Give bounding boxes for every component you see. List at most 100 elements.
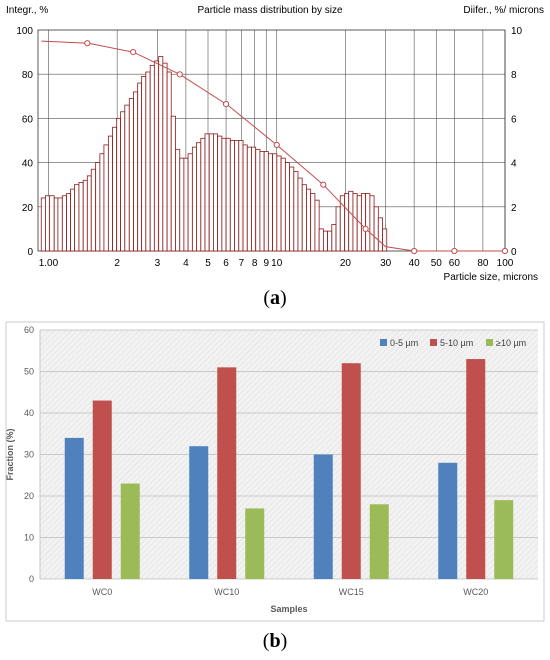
x-tick-label: 7 xyxy=(239,258,245,269)
y-tick-label: 10 xyxy=(24,533,34,543)
histogram-bar xyxy=(331,224,337,252)
histogram-bar xyxy=(187,153,193,252)
histogram-bar xyxy=(284,162,290,252)
histogram-bar xyxy=(225,137,231,252)
curve-marker xyxy=(451,247,458,255)
histogram-bar xyxy=(348,190,354,252)
y-left-axis-label: Integr., % xyxy=(6,5,48,16)
x-tick-label: 6 xyxy=(223,258,229,269)
histogram-bar xyxy=(103,144,109,252)
x-tick-label: 10 xyxy=(271,258,283,269)
y-tick-label: 30 xyxy=(24,450,34,460)
histogram-bar xyxy=(175,148,181,252)
curve-marker xyxy=(222,100,230,108)
histogram-bar xyxy=(166,71,172,252)
histogram-bar xyxy=(61,195,67,252)
bar-1 xyxy=(313,454,333,579)
bar-1 xyxy=(189,446,209,579)
curve-marker xyxy=(130,49,137,56)
y-tick-label: 0 xyxy=(29,574,34,584)
y-left-tick-label: 20 xyxy=(22,203,34,214)
curve-marker xyxy=(84,40,91,47)
histogram-bar xyxy=(128,98,134,252)
curve-marker xyxy=(501,247,509,255)
x-axis-label: Samples xyxy=(270,604,307,614)
histogram-bar xyxy=(221,137,227,252)
histogram-bar xyxy=(78,182,84,252)
y-right-axis-label: Diifer., %/ microns xyxy=(463,5,544,16)
legend-label: ≥10 µm xyxy=(496,338,526,348)
histogram-bar xyxy=(263,151,269,252)
y-left-tick-label: 100 xyxy=(16,26,33,37)
x-tick-label: WC15 xyxy=(339,587,364,597)
histogram-bar xyxy=(314,199,320,252)
histogram-bar xyxy=(318,228,324,252)
histogram-bar xyxy=(204,133,210,252)
y-left-tick-label: 60 xyxy=(22,114,34,125)
histogram-bar xyxy=(242,144,248,252)
x-tick-label: 40 xyxy=(409,258,421,269)
histogram-bar xyxy=(66,193,71,252)
histogram-bar xyxy=(170,115,176,252)
x-tick-label: 3 xyxy=(155,258,161,269)
histogram-bar xyxy=(120,111,126,252)
histogram-bar xyxy=(200,137,206,252)
histogram-bar xyxy=(301,184,307,252)
bar-2 xyxy=(341,363,361,579)
x-tick-label: WC0 xyxy=(92,587,112,597)
histogram-bar xyxy=(255,148,261,252)
x-tick-label: 30 xyxy=(380,258,392,269)
histogram-bar xyxy=(162,62,168,252)
histogram-bar xyxy=(229,140,235,252)
histogram-bar xyxy=(246,146,252,252)
y-axis-label: Fraction (%) xyxy=(5,428,15,480)
histogram-bar xyxy=(276,155,282,252)
fraction-bar-chart: 0 10 20 30 40 50 60 WC0 WC10 WC15 WC20 Samples Fract… xyxy=(5,321,545,622)
histogram-bar xyxy=(137,82,143,252)
x-tick-label: 1.00 xyxy=(39,258,59,269)
bar-2 xyxy=(466,359,486,579)
y-right-tick-label: 0 xyxy=(511,247,517,258)
histogram-bar xyxy=(382,228,388,252)
y-left-tick-label: 40 xyxy=(22,159,34,170)
legend-swatch xyxy=(486,339,493,346)
histogram-bar xyxy=(145,71,151,252)
curve-marker xyxy=(320,181,327,188)
histogram-bar xyxy=(322,230,328,252)
bar-2 xyxy=(217,367,237,579)
chart-title: Particle mass distribution by size xyxy=(197,5,342,16)
bar-3 xyxy=(245,508,265,579)
histogram-bar xyxy=(327,230,333,252)
bar-3 xyxy=(369,504,389,579)
histogram-bar xyxy=(234,140,240,252)
histogram-bar xyxy=(360,193,367,252)
legend-swatch xyxy=(380,339,387,346)
histogram-bar xyxy=(133,91,139,252)
x-tick-label: WC20 xyxy=(463,587,488,597)
x-tick-label: 8 xyxy=(252,258,258,269)
histogram-bar xyxy=(238,140,244,252)
x-axis-label: Particle size, microns xyxy=(444,272,538,283)
histogram-bar xyxy=(259,151,265,252)
histogram-bar xyxy=(82,179,88,252)
curve-marker xyxy=(176,71,183,78)
histogram-bar xyxy=(40,197,46,252)
histogram-bar xyxy=(116,118,121,252)
bar-1 xyxy=(64,437,84,579)
legend-swatch xyxy=(430,339,437,346)
y-right-tick-label: 6 xyxy=(511,114,517,125)
histogram-bar xyxy=(183,157,189,252)
bar-1 xyxy=(438,462,458,579)
legend-label: 0-5 µm xyxy=(390,338,418,348)
histogram-bar xyxy=(53,197,59,252)
y-right-tick-label: 8 xyxy=(511,70,517,81)
curve-marker xyxy=(362,225,369,232)
x-tick-label: 100 xyxy=(497,258,514,269)
histogram-bar xyxy=(196,142,202,252)
histogram-bar xyxy=(208,133,214,252)
histogram-bar xyxy=(45,195,50,252)
histogram-bar xyxy=(251,146,257,252)
y-right-tick-label: 4 xyxy=(511,159,517,170)
histogram-bar xyxy=(95,162,101,252)
bar-3 xyxy=(494,500,514,579)
